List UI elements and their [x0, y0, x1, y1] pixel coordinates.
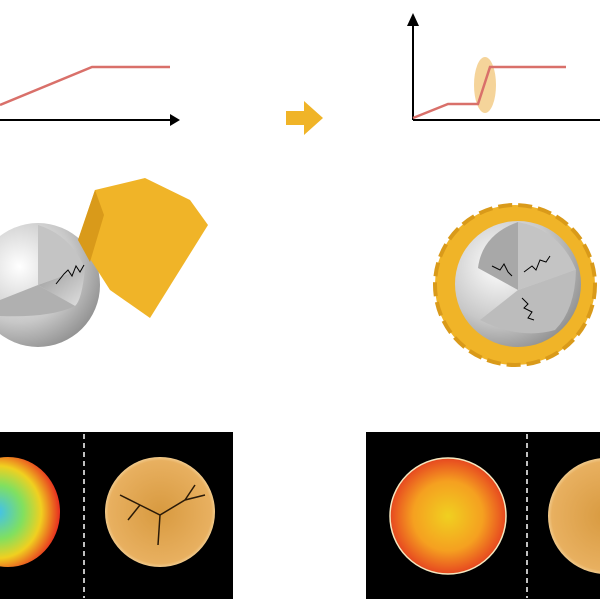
ct-slice — [548, 458, 600, 574]
crystal — [78, 178, 208, 318]
crystal-face — [78, 190, 104, 262]
arrowhead — [407, 13, 419, 26]
heatmap — [0, 457, 60, 567]
vibration — [523, 255, 551, 273]
cut-face — [38, 268, 85, 306]
cut-face — [518, 222, 576, 290]
arrowhead — [170, 114, 180, 126]
vibration — [491, 263, 513, 277]
image-panel-left — [0, 432, 233, 599]
particle-left — [0, 178, 208, 347]
cracks — [119, 484, 206, 546]
curve — [412, 65, 566, 120]
graph-left — [0, 65, 180, 126]
graph-right — [407, 13, 600, 121]
cut-face — [38, 225, 85, 285]
curve — [0, 65, 170, 107]
transition-arrow — [286, 101, 323, 135]
particle-right — [433, 203, 597, 367]
heatmap — [389, 457, 507, 575]
vibration — [521, 297, 535, 321]
image-panel-right — [366, 432, 600, 599]
cut-face — [480, 270, 576, 334]
cut-face — [0, 285, 75, 317]
vibration — [55, 264, 85, 285]
ct-slice — [105, 457, 215, 567]
cut-face — [478, 222, 518, 290]
